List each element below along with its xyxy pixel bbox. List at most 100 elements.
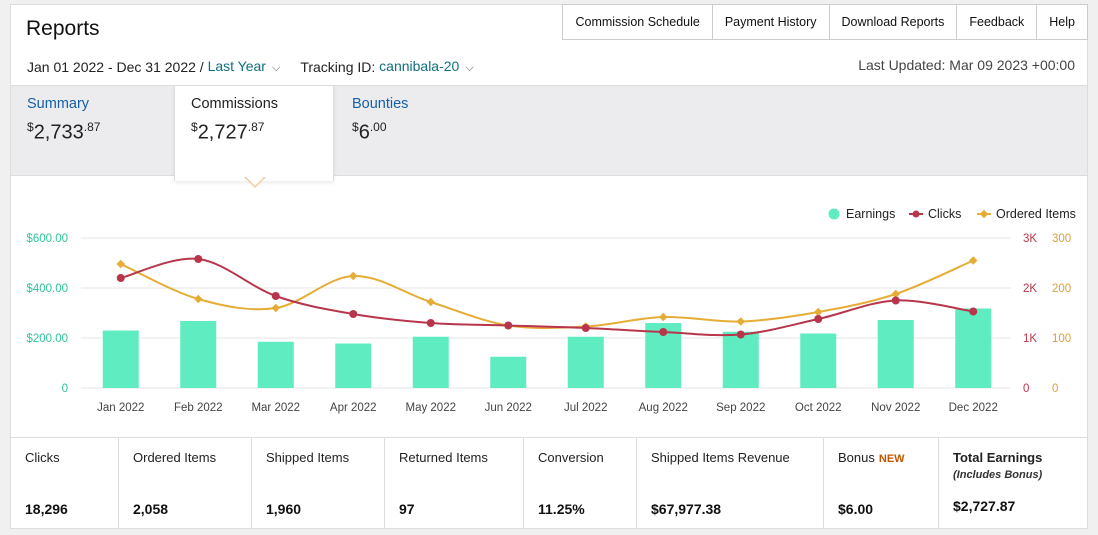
stat-label: Clicks [25, 450, 60, 465]
stat-value: 2,058 [133, 501, 169, 517]
x-axis-label: Jan 2022 [97, 402, 144, 414]
x-axis-label: Oct 2022 [795, 402, 842, 414]
stat-value: 1,960 [266, 501, 302, 517]
stat-shipped-items: Shipped Items 1,960 [252, 438, 385, 529]
tracking-id-label: Tracking ID: [300, 58, 376, 75]
help-button[interactable]: Help [1036, 5, 1087, 39]
bar-earnings [800, 333, 837, 388]
legend-ordered-items-label: Ordered Items [996, 207, 1076, 221]
period-dropdown[interactable]: Last Year ⌵ [208, 58, 281, 75]
right-axis-2-tick: 0 [1052, 383, 1058, 395]
bar-earnings [412, 336, 449, 388]
line-ordered-items [120, 259, 974, 330]
stat-shipped-items-revenue: Shipped Items Revenue $67,977.38 [637, 438, 824, 529]
x-axis-label: Mar 2022 [251, 402, 300, 414]
point-ordered-items [426, 297, 435, 307]
right-axis-tick: 1K [1023, 333, 1037, 345]
point-clicks [271, 292, 280, 300]
period-label: Last Year [207, 58, 266, 74]
bar-earnings [335, 343, 372, 388]
left-axis-tick: $400.00 [26, 283, 68, 295]
point-clicks [969, 307, 978, 316]
stat-conversion: Conversion 11.25% [524, 438, 637, 529]
tab-summary[interactable]: Summary $2,733.87 [11, 86, 116, 177]
point-ordered-items [116, 259, 125, 269]
top-nav: Commission Schedule Payment History Down… [562, 4, 1088, 40]
stat-label: Conversion [538, 450, 604, 465]
tracking-id-dropdown[interactable]: cannibala-20 ⌵ [379, 58, 474, 75]
point-clicks [504, 321, 513, 330]
point-ordered-items [271, 303, 280, 313]
feedback-button[interactable]: Feedback [956, 5, 1036, 39]
x-axis-label: Aug 2022 [639, 402, 688, 414]
left-axis-tick: 0 [62, 383, 68, 395]
filter-bar: Jan 01 2022 - Dec 31 2022 / Last Year ⌵ T… [27, 58, 474, 75]
stat-clicks: Clicks 18,296 [11, 438, 119, 529]
right-axis-tick: 2K [1023, 283, 1037, 295]
right-axis-tick: 3K [1023, 233, 1037, 245]
point-clicks [349, 310, 358, 318]
stat-value: $67,977.38 [651, 501, 722, 517]
stat-label: Bonus NEW [838, 450, 905, 465]
download-reports-button[interactable]: Download Reports [828, 5, 957, 39]
new-badge: NEW [878, 453, 905, 465]
stat-value: 11.25% [538, 501, 585, 517]
payment-history-button[interactable]: Payment History [711, 5, 829, 39]
tab-commissions-amount: $2,727.87 [191, 120, 265, 144]
bar-earnings [722, 331, 759, 388]
stat-returned-items: Returned Items 97 [385, 438, 524, 529]
point-ordered-items [736, 317, 745, 326]
earnings-chart: 0 $200.00 $400.00 $600.00 0 1K 2K 3K 0 100 200 300 J… [26, 207, 1076, 414]
stat-value: $6.00 [838, 501, 874, 517]
point-clicks [659, 328, 668, 336]
last-updated: Last Updated: Mar 09 2023 +00:00 [858, 57, 1075, 73]
legend-ordered-items-swatch [979, 209, 989, 219]
x-axis-label: May 2022 [405, 402, 456, 414]
x-axis-label: Jul 2022 [564, 402, 607, 414]
tracking-id-value: cannibala-20 [379, 58, 460, 74]
legend-earnings-label: Earnings [846, 207, 895, 221]
point-ordered-items [891, 289, 900, 299]
bar-earnings [180, 321, 217, 388]
right-axis-2-tick: 300 [1052, 233, 1071, 245]
legend-earnings-swatch [828, 208, 840, 220]
stats-bar: Clicks 18,296 Ordered Items 2,058 Shippe… [11, 437, 1087, 529]
line-clicks [120, 257, 974, 337]
bar-earnings [257, 341, 294, 388]
x-axis-label: Sep 2022 [716, 402, 765, 414]
commission-schedule-button[interactable]: Commission Schedule [575, 15, 700, 29]
x-axis-label: Dec 2022 [949, 402, 998, 414]
x-axis-label: Nov 2022 [871, 402, 920, 414]
right-axis-tick: 0 [1023, 383, 1029, 395]
tab-bounties-amount: $6.00 [352, 120, 387, 144]
point-clicks [426, 319, 435, 327]
stat-bonus: Bonus NEW $6.00 [824, 438, 939, 529]
point-ordered-items [969, 256, 978, 265]
chevron-down-icon: ⌵ [465, 62, 474, 74]
left-axis-tick: $600.00 [26, 233, 68, 245]
point-ordered-items [194, 294, 203, 304]
point-clicks [194, 255, 203, 263]
tab-bounties-label: Bounties [352, 96, 409, 112]
stat-label: Shipped Items [266, 450, 350, 465]
x-axis-label: Feb 2022 [174, 402, 223, 414]
tab-commissions-label: Commissions [191, 96, 279, 112]
chevron-down-icon: ⌵ [271, 62, 281, 74]
point-clicks [581, 324, 590, 332]
stat-total-earnings: Total Earnings (Includes Bonus) $2,727.8… [939, 438, 1087, 529]
summary-tabs: Summary $2,733.87 Commissions $2,727.87 … [11, 85, 1087, 181]
point-clicks [116, 274, 125, 282]
stat-value: 18,296 [25, 501, 68, 517]
right-axis-2-tick: 100 [1052, 333, 1071, 345]
stat-label: Total Earnings [953, 450, 1043, 465]
bar-earnings [955, 308, 992, 388]
legend-clicks-label: Clicks [928, 207, 961, 221]
active-tab-pointer-fill [245, 176, 265, 186]
tab-bounties[interactable]: Bounties $6.00 [336, 86, 424, 177]
stat-value: $2,727.87 [953, 498, 1016, 514]
tab-commissions[interactable]: Commissions $2,727.87 [174, 85, 334, 181]
legend-clicks-swatch [912, 210, 920, 218]
point-ordered-items [659, 312, 668, 322]
page-title: Reports [26, 17, 100, 40]
right-axis-2-tick: 200 [1052, 283, 1071, 295]
